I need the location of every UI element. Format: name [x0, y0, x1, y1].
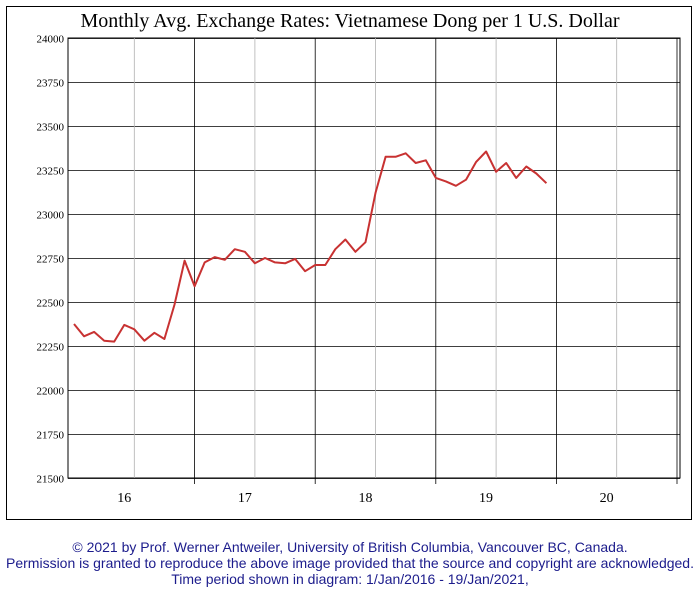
y-tick-label: 22000 — [37, 386, 65, 398]
x-tick-label: 17 — [238, 491, 252, 506]
grid-layer — [67, 37, 681, 484]
x-tick-label: 20 — [600, 491, 614, 506]
chart-plot: 21500 21750 22000 22250 22500 22750 23000 23250… — [37, 34, 681, 507]
x-tick-label: 19 — [479, 491, 493, 506]
y-tick-label: 23250 — [37, 166, 65, 178]
y-tick-label: 23500 — [37, 122, 65, 134]
footer-copyright: © 2021 by Prof. Werner Antweiler, Univer… — [72, 539, 628, 555]
plot-border — [67, 37, 681, 479]
y-tick-label: 22500 — [37, 298, 65, 310]
axis-layer: 21500 21750 22000 22250 22500 22750 23000 23250… — [37, 34, 614, 507]
y-tick-label: 22750 — [37, 254, 65, 266]
y-tick-label: 21500 — [37, 474, 65, 486]
series-line — [73, 150, 548, 343]
y-tick-label: 23750 — [37, 78, 65, 90]
chart-frame — [6, 6, 692, 520]
x-tick-label: 18 — [358, 491, 372, 506]
y-tick-label: 23000 — [37, 210, 65, 222]
footer-time-period: Time period shown in diagram: 1/Jan/2016… — [171, 571, 529, 587]
y-tick-label: 22250 — [37, 342, 65, 354]
series-layer — [73, 150, 548, 343]
y-tick-label: 24000 — [37, 34, 65, 46]
chart-title: Monthly Avg. Exchange Rates: Vietnamese … — [80, 10, 620, 32]
y-tick-label: 21750 — [37, 430, 65, 442]
x-tick-label: 16 — [117, 491, 131, 506]
footer-permission: Permission is granted to reproduce the a… — [6, 555, 694, 571]
